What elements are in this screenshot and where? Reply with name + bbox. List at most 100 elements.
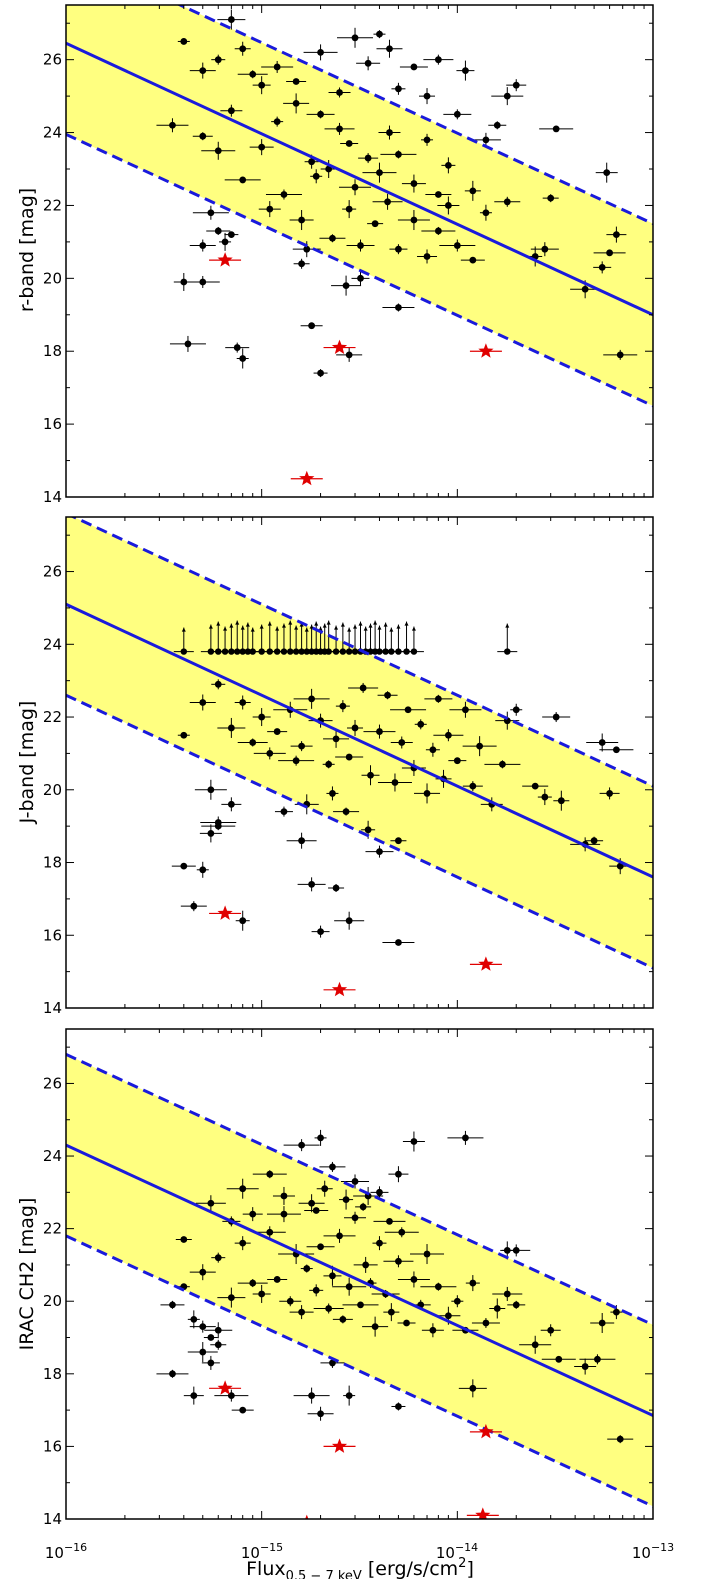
data-point (273, 63, 281, 71)
data-point (434, 1283, 442, 1291)
data-point (541, 793, 549, 801)
data-point (357, 274, 364, 282)
upper-bound-line (176, 5, 653, 226)
data-point (364, 59, 372, 67)
data-point (227, 800, 235, 808)
data-point (581, 1363, 589, 1370)
data-point (190, 1315, 198, 1323)
star-marker (475, 1507, 491, 1519)
data-point (512, 1247, 520, 1254)
upper-limit-arrowhead (326, 620, 331, 625)
data-point (362, 1261, 370, 1269)
data-point (221, 238, 229, 246)
data-point (581, 285, 589, 293)
data-point (453, 1297, 461, 1305)
upper-limit-arrowhead (373, 620, 378, 625)
data-point (169, 1301, 176, 1309)
data-point (410, 1138, 418, 1145)
star-marker (331, 981, 348, 997)
data-point (199, 866, 207, 874)
y-tick-label: 14 (43, 488, 62, 506)
data-point (298, 742, 306, 750)
y-tick-label: 20 (43, 269, 62, 287)
data-point (286, 1297, 294, 1305)
data-point (298, 837, 306, 845)
data-point (395, 1170, 402, 1178)
data-point (499, 760, 506, 768)
y-tick-label: 20 (43, 781, 62, 799)
data-point (342, 282, 350, 290)
data-point (227, 231, 235, 239)
data-point (342, 1196, 350, 1203)
data-point (180, 38, 188, 45)
data-point (469, 1384, 477, 1392)
data-point (598, 739, 606, 746)
data-point (376, 728, 383, 735)
data-point (469, 1279, 477, 1287)
x-tick-label: 10−14 (436, 1541, 478, 1562)
data-point (336, 1232, 343, 1240)
data-point (308, 880, 316, 888)
data-point (351, 34, 359, 42)
data-point (325, 760, 333, 768)
data-point (214, 56, 222, 64)
y-tick-label: 18 (43, 342, 62, 360)
data-point (199, 278, 207, 286)
upper-limit-arrowhead (309, 624, 314, 629)
upper-bound-line (66, 1053, 653, 1327)
data-point (598, 264, 606, 271)
data-point (359, 684, 367, 692)
star-marker (478, 343, 494, 358)
data-point (336, 125, 343, 133)
data-point (190, 1392, 198, 1399)
data-point (552, 713, 560, 721)
x-tick-label: 10−13 (632, 1541, 674, 1562)
data-point (312, 1207, 320, 1214)
data-point (239, 355, 247, 362)
data-point (453, 757, 461, 765)
data-point (239, 699, 247, 706)
data-point (207, 786, 215, 794)
y-tick-label: 18 (43, 854, 62, 872)
lower-bound-line (66, 1234, 653, 1508)
data-point (434, 695, 442, 703)
data-point (376, 848, 383, 856)
upper-limit-arrowhead (334, 625, 339, 630)
plot-frame (65, 4, 654, 498)
data-point (199, 1268, 207, 1276)
data-point (180, 862, 188, 870)
upper-limit-arrowhead (377, 625, 382, 630)
upper-limit-arrowhead (304, 627, 309, 632)
data-point (345, 140, 353, 147)
upper-limit-arrowhead (250, 627, 255, 632)
data-point (482, 136, 490, 144)
data-point (184, 340, 192, 348)
data-point (329, 1163, 336, 1171)
star-marker (299, 470, 315, 486)
data-point (321, 1185, 329, 1193)
x-tick-labels: 10−16 10−15 10−14 10−13 (45, 1541, 674, 1562)
data-point (612, 1308, 620, 1316)
data-point (603, 169, 611, 177)
data-point (298, 1308, 306, 1316)
data-point (329, 790, 336, 797)
data-point (351, 1178, 359, 1185)
star-marker (305, 1514, 309, 1519)
plot-content (66, 517, 653, 997)
data-point (612, 231, 620, 239)
data-point (312, 1286, 320, 1294)
data-point (512, 1301, 520, 1309)
data-point (345, 205, 353, 213)
data-point (462, 706, 469, 714)
data-point (351, 183, 359, 191)
data-point (298, 260, 306, 268)
y-tick-label: 22 (43, 196, 62, 214)
upper-limit-arrowhead (505, 623, 510, 628)
data-point (395, 837, 402, 845)
upper-limit-arrowhead (275, 626, 280, 631)
y-tick-label: 26 (43, 51, 62, 69)
data-point (273, 118, 281, 126)
upper-limit-arrowhead (181, 627, 186, 632)
data-point (303, 1265, 311, 1272)
